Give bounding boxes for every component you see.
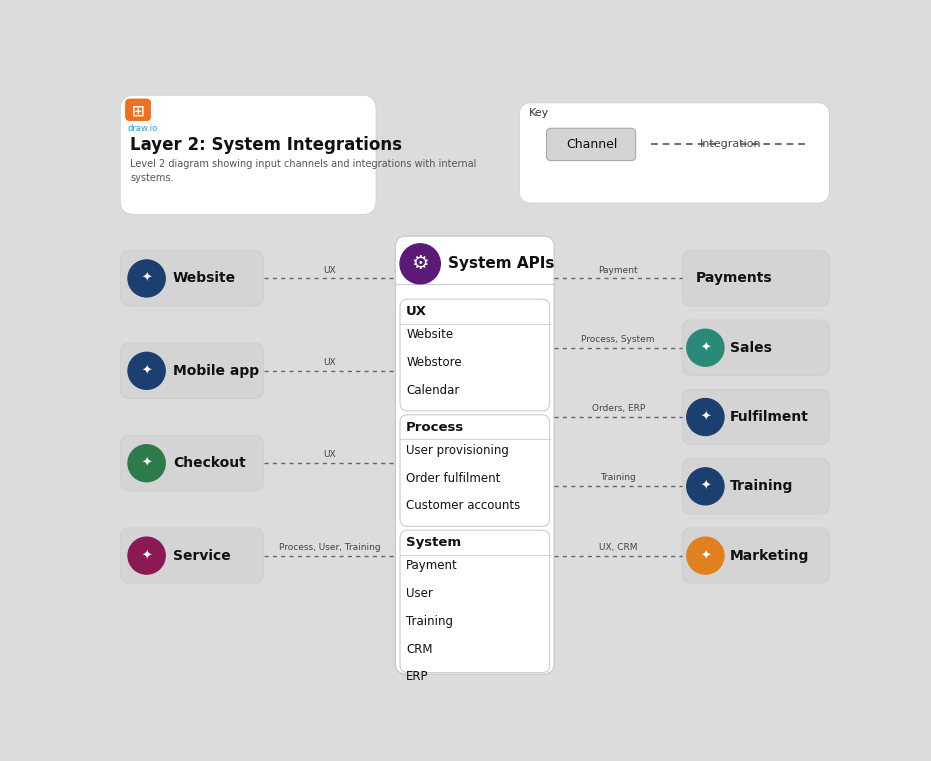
FancyBboxPatch shape <box>396 236 554 674</box>
Text: ✦: ✦ <box>700 341 710 354</box>
Circle shape <box>128 352 165 390</box>
Text: UX: UX <box>323 358 336 367</box>
Text: draw.io: draw.io <box>128 123 157 132</box>
Text: UX: UX <box>323 451 336 460</box>
FancyBboxPatch shape <box>682 528 830 584</box>
Text: CRM: CRM <box>406 642 433 656</box>
Text: User provisioning: User provisioning <box>406 444 509 457</box>
FancyBboxPatch shape <box>519 103 830 203</box>
Text: User: User <box>406 587 433 600</box>
Text: Webstore: Webstore <box>406 356 462 369</box>
FancyBboxPatch shape <box>682 459 830 514</box>
Text: ✦: ✦ <box>142 457 152 470</box>
Text: Training: Training <box>406 615 453 628</box>
Text: Level 2 diagram showing input channels and integrations with internal
systems.: Level 2 diagram showing input channels a… <box>130 159 477 183</box>
Circle shape <box>400 244 440 284</box>
Text: UX, CRM: UX, CRM <box>599 543 638 552</box>
Text: Order fulfilment: Order fulfilment <box>406 472 501 485</box>
Text: Payment: Payment <box>599 266 638 275</box>
Text: ✦: ✦ <box>700 549 710 562</box>
Text: ✦: ✦ <box>142 272 152 285</box>
Text: Integration: Integration <box>700 139 762 149</box>
Text: Process, System: Process, System <box>582 335 654 344</box>
Circle shape <box>687 399 724 435</box>
Text: Marketing: Marketing <box>730 549 810 562</box>
Text: ⚙: ⚙ <box>412 254 429 273</box>
FancyBboxPatch shape <box>400 530 549 673</box>
FancyBboxPatch shape <box>120 343 263 399</box>
Text: Website: Website <box>173 272 236 285</box>
Text: ✦: ✦ <box>142 549 152 562</box>
Text: Channel: Channel <box>566 138 617 151</box>
Circle shape <box>687 537 724 574</box>
FancyBboxPatch shape <box>682 320 830 375</box>
Text: ✦: ✦ <box>142 365 152 377</box>
FancyBboxPatch shape <box>682 390 830 444</box>
Text: System APIs: System APIs <box>448 256 555 272</box>
Text: Checkout: Checkout <box>173 457 246 470</box>
Text: Customer accounts: Customer accounts <box>406 499 520 512</box>
Text: Sales: Sales <box>730 341 772 355</box>
Text: Payment: Payment <box>406 559 458 572</box>
Circle shape <box>128 444 165 482</box>
FancyBboxPatch shape <box>120 95 376 215</box>
FancyBboxPatch shape <box>400 415 549 527</box>
FancyBboxPatch shape <box>120 528 263 584</box>
Text: Process: Process <box>406 421 465 434</box>
Text: Key: Key <box>529 108 549 118</box>
Text: System: System <box>406 537 462 549</box>
Text: Orders, ERP: Orders, ERP <box>591 404 645 413</box>
Text: Training: Training <box>730 479 793 493</box>
Text: Website: Website <box>406 329 453 342</box>
Text: Service: Service <box>173 549 231 562</box>
FancyBboxPatch shape <box>120 250 263 306</box>
Text: Calendar: Calendar <box>406 384 460 397</box>
Circle shape <box>128 537 165 574</box>
FancyBboxPatch shape <box>400 299 549 411</box>
Text: Mobile app: Mobile app <box>173 364 259 377</box>
FancyBboxPatch shape <box>126 99 151 120</box>
Text: UX: UX <box>406 305 427 318</box>
Text: ⊞: ⊞ <box>131 103 144 119</box>
Text: ERP: ERP <box>406 670 428 683</box>
Text: Payments: Payments <box>696 272 773 285</box>
FancyBboxPatch shape <box>682 250 830 306</box>
Text: Training: Training <box>600 473 636 482</box>
Text: Layer 2: System Integrations: Layer 2: System Integrations <box>130 136 402 154</box>
Text: Process, User, Training: Process, User, Training <box>278 543 380 552</box>
Circle shape <box>687 468 724 505</box>
FancyBboxPatch shape <box>546 129 636 161</box>
Text: Fulfilment: Fulfilment <box>730 410 809 424</box>
Circle shape <box>687 330 724 366</box>
Text: ✦: ✦ <box>700 410 710 424</box>
Text: UX: UX <box>323 266 336 275</box>
Text: ✦: ✦ <box>700 480 710 493</box>
Circle shape <box>128 260 165 297</box>
FancyBboxPatch shape <box>120 435 263 491</box>
